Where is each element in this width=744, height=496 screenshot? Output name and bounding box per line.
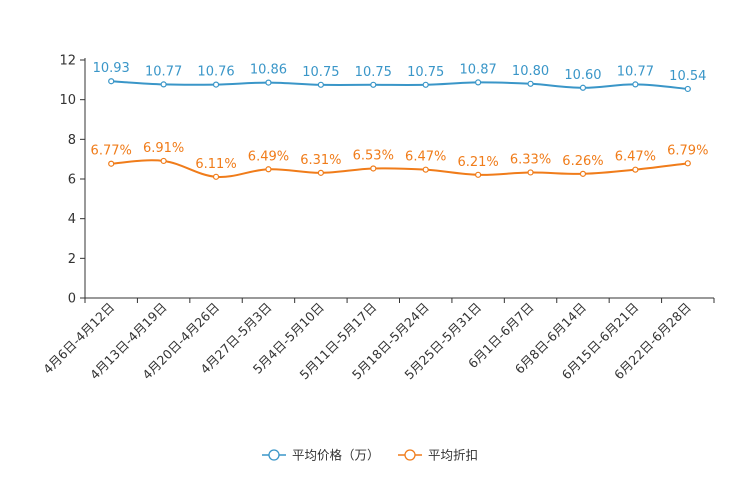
legend: 平均价格（万） 平均折扣 (262, 448, 478, 463)
data-label: 6.21% (457, 155, 498, 170)
axes: 0246810124月6日-4月12日4月13日-4月19日4月20日-4月26… (40, 54, 715, 382)
y-tick-label: 2 (68, 252, 76, 267)
data-label: 6.26% (562, 154, 603, 169)
data-label: 10.86 (250, 63, 287, 78)
data-label: 6.77% (91, 144, 132, 159)
data-label: 6.11% (195, 157, 236, 172)
data-point[interactable] (527, 80, 534, 87)
data-point[interactable] (422, 81, 429, 88)
data-label: 10.77 (617, 64, 654, 79)
data-point[interactable] (684, 160, 691, 167)
data-label: 10.80 (512, 64, 549, 79)
y-tick-label: 6 (68, 173, 76, 188)
y-tick-label: 10 (59, 93, 76, 108)
legend-marker-icon (404, 449, 416, 461)
data-point[interactable] (370, 81, 377, 88)
data-point[interactable] (475, 79, 482, 86)
y-tick-label: 12 (59, 54, 76, 69)
data-point[interactable] (317, 81, 324, 88)
data-point[interactable] (475, 171, 482, 178)
data-label: 6.79% (667, 143, 708, 158)
data-label: 10.75 (355, 65, 392, 80)
data-label: 10.54 (669, 69, 706, 84)
data-point[interactable] (527, 169, 534, 176)
data-label: 6.47% (405, 150, 446, 165)
data-label: 6.49% (248, 149, 289, 164)
data-point[interactable] (422, 166, 429, 173)
data-point[interactable] (108, 78, 115, 85)
data-label: 6.33% (510, 152, 551, 167)
legend-item-2[interactable]: 平均折扣 (398, 448, 478, 463)
data-point[interactable] (370, 165, 377, 172)
data-label: 6.91% (143, 141, 184, 156)
data-label: 10.87 (460, 62, 497, 77)
data-label: 10.76 (197, 65, 234, 80)
y-tick-label: 0 (68, 292, 76, 307)
data-label: 10.75 (302, 65, 339, 80)
data-label: 10.77 (145, 64, 182, 79)
data-point[interactable] (160, 81, 167, 88)
y-tick-label: 4 (68, 212, 76, 227)
data-label: 10.93 (93, 61, 130, 76)
data-label: 10.60 (564, 68, 601, 83)
legend-item-1[interactable]: 平均价格（万） (262, 448, 380, 463)
series-1: 10.93 10.77 10.76 10.86 10.75 10.75 10.75 10.87… (93, 61, 706, 93)
data-point[interactable] (317, 169, 324, 176)
data-label: 10.75 (407, 65, 444, 80)
data-point[interactable] (160, 157, 167, 165)
data-point[interactable] (632, 81, 639, 88)
series-2: 6.77% 6.91% 6.11% 6.49% 6.31% 6.53% 6.47% 6.21%… (91, 141, 708, 180)
data-point[interactable] (632, 166, 639, 173)
data-label: 6.53% (353, 148, 394, 163)
series-layer: 10.93 10.77 10.76 10.86 10.75 10.75 10.75 10.87… (91, 61, 708, 180)
data-label: 6.31% (300, 153, 341, 168)
data-point[interactable] (579, 170, 587, 177)
series-line (111, 159, 688, 178)
legend-label: 平均折扣 (428, 448, 478, 463)
legend-label: 平均价格（万） (292, 448, 380, 463)
data-point[interactable] (265, 79, 272, 86)
data-point[interactable] (212, 173, 220, 180)
series-line (111, 80, 688, 90)
y-tick-label: 8 (68, 133, 76, 148)
data-point[interactable] (212, 81, 220, 88)
data-label: 6.47% (615, 150, 656, 165)
data-point[interactable] (579, 84, 587, 91)
data-point[interactable] (108, 160, 115, 167)
data-point[interactable] (265, 166, 272, 173)
data-point[interactable] (684, 85, 691, 93)
legend-marker-icon (268, 449, 280, 461)
